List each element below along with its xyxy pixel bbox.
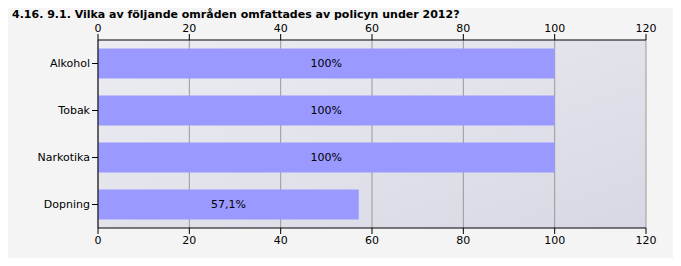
- svg-text:100%: 100%: [311, 104, 342, 117]
- svg-text:0: 0: [95, 234, 102, 247]
- svg-text:100: 100: [544, 234, 565, 247]
- svg-text:Tobak: Tobak: [57, 104, 90, 117]
- svg-text:20: 20: [182, 234, 196, 247]
- svg-text:80: 80: [456, 24, 470, 35]
- svg-text:100: 100: [544, 24, 565, 35]
- svg-text:60: 60: [365, 234, 379, 247]
- svg-text:60: 60: [365, 24, 379, 35]
- svg-text:57,1%: 57,1%: [211, 198, 246, 211]
- svg-text:Alkohol: Alkohol: [50, 57, 90, 70]
- svg-text:0: 0: [95, 24, 102, 35]
- svg-text:Dopning: Dopning: [44, 198, 90, 211]
- svg-text:40: 40: [274, 24, 288, 35]
- svg-text:120: 120: [636, 24, 657, 35]
- svg-text:100%: 100%: [311, 57, 342, 70]
- svg-text:40: 40: [274, 234, 288, 247]
- svg-text:120: 120: [636, 234, 657, 247]
- svg-text:20: 20: [182, 24, 196, 35]
- html-text:4.16. 9.1. Vilka av följande o: 4.16. 9.1. Vilka av följande områden omf…: [12, 8, 460, 21]
- svg-text:80: 80: [456, 234, 470, 247]
- svg-text:100%: 100%: [311, 151, 342, 164]
- svg-text:Narkotika: Narkotika: [38, 151, 91, 164]
